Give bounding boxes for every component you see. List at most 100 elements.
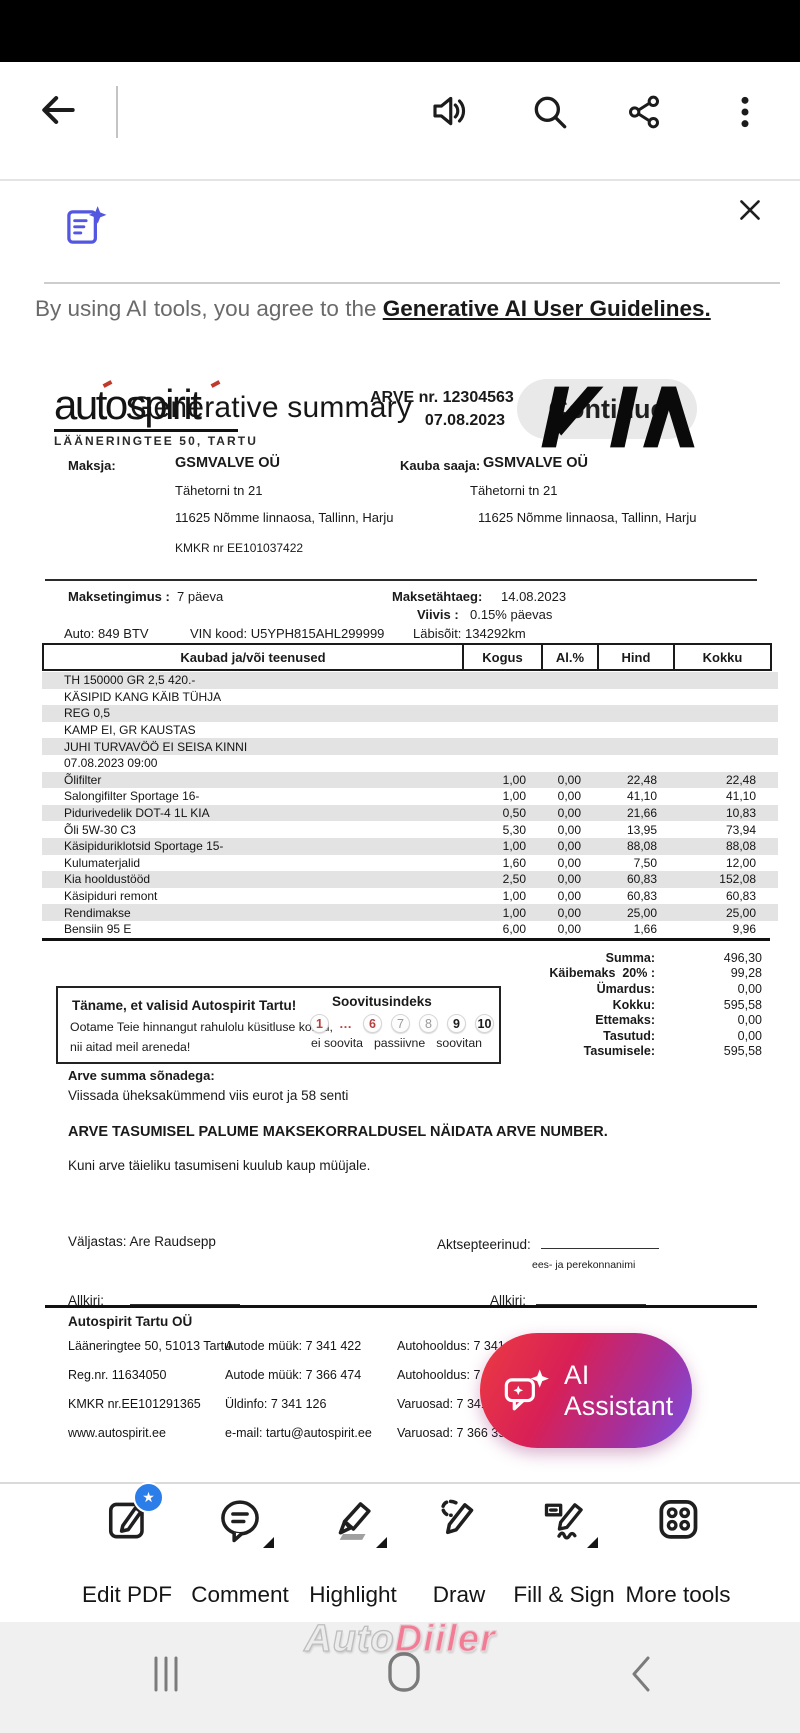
column-header-price: Hind xyxy=(597,645,673,669)
accepted-hint: ees- ja perekonnanimi xyxy=(532,1259,636,1271)
thanks-line-1: Täname, et valisid Autospirit Tartu! xyxy=(72,998,297,1013)
home-icon[interactable] xyxy=(384,1652,424,1692)
amount-in-words-value: Viissada üheksakümmend viis eurot ja 58 … xyxy=(68,1088,349,1103)
summary-value: 595,58 xyxy=(723,997,762,1012)
item-price: 41,10 xyxy=(626,789,657,804)
caret-icon xyxy=(587,1537,598,1548)
signature-left-line xyxy=(130,1290,240,1305)
summary-value: 496,30 xyxy=(723,950,762,965)
item-price: 22,48 xyxy=(626,772,657,787)
brand-logo-rule xyxy=(54,429,238,432)
summary-row: Summa: 496,30 xyxy=(400,950,762,966)
tool-fill-sign[interactable]: Fill & Sign xyxy=(504,1494,624,1608)
item-description: JUHI TURVAVÖÖ EI SEISA KINNI xyxy=(64,739,248,754)
table-row: Rendimakse 1,00 0,00 25,00 25,00 xyxy=(42,904,778,921)
scale-value: 9 xyxy=(447,1014,466,1033)
tool-edit-pdf[interactable]: ★ Edit PDF xyxy=(67,1482,187,1608)
item-quantity: 2,50 xyxy=(502,872,526,887)
item-description: 07.08.2023 09:00 xyxy=(64,756,158,771)
table-row: TH 150000 GR 2,5 420.- xyxy=(42,672,778,689)
item-price: 88,08 xyxy=(626,839,657,854)
overflow-menu-icon[interactable] xyxy=(725,92,765,132)
table-row: Pidurivedelik DOT-4 1L KIA 0,50 0,00 21,… xyxy=(42,804,778,822)
footer-line: Üldinfo: 7 341 126 xyxy=(225,1397,327,1411)
footer-column-address: Lääneringtee 50, 51013 Tartu Reg.nr. 1163… xyxy=(68,1332,231,1448)
top-toolbar xyxy=(0,62,800,181)
tool-highlight[interactable]: Highlight xyxy=(293,1494,413,1608)
item-quantity: 1,00 xyxy=(502,889,526,904)
signature-left-label: Allkiri: xyxy=(68,1293,104,1308)
scale-captions: ei soovita passiivne soovitan xyxy=(311,1036,482,1050)
ownership-clause: Kuni arve täieliku tasumiseni kuulub kau… xyxy=(68,1158,371,1173)
invoice-number-label: ARVE nr. xyxy=(370,389,439,406)
feedback-box: Täname, et valisid Autospirit Tartu! Oot… xyxy=(56,986,501,1064)
payer-address-2: 11625 Nõmme linnaosa, Tallinn, Harju xyxy=(175,510,394,525)
search-icon[interactable] xyxy=(530,92,570,132)
mileage-info: Läbisõit: 134292km xyxy=(413,626,526,641)
item-tax: 0,00 xyxy=(557,855,581,870)
receiver-label: Kauba saaja: xyxy=(400,458,481,473)
scale-value: 1 xyxy=(310,1014,329,1033)
items-table-header: Kaubad ja/või teenused Kogus Al.% Hind K… xyxy=(42,643,772,671)
summary-row: Kokku: 595,58 xyxy=(400,997,762,1013)
table-row: REG 0,5 xyxy=(42,705,778,722)
signature-right-label: Allkiri: xyxy=(490,1293,526,1308)
item-price: 25,00 xyxy=(626,905,657,920)
tool-label: Edit PDF xyxy=(81,1582,173,1607)
summary-row: Ettemaks: 0,00 xyxy=(400,1012,762,1028)
recents-icon[interactable] xyxy=(146,1654,186,1694)
close-icon[interactable] xyxy=(735,195,765,225)
item-tax: 0,00 xyxy=(557,922,581,937)
payer-vat: KMKR nr EE101037422 xyxy=(175,541,304,555)
scale-value: 10 xyxy=(475,1014,494,1033)
tool-label: Comment xyxy=(191,1582,289,1607)
table-row: Õlifilter 1,00 0,00 22,48 22,48 xyxy=(42,771,778,789)
payment-terms-label: Maksetingimus : xyxy=(68,589,170,604)
recommendation-index-title: Soovitusindeks xyxy=(332,994,432,1009)
guidelines-link[interactable]: Generative AI User Guidelines. xyxy=(382,296,711,321)
footer-column-sales: Autode müük: 7 341 422 Autode müük: 7 366… xyxy=(225,1332,372,1448)
fill-sign-icon xyxy=(539,1494,598,1548)
item-tax: 0,00 xyxy=(557,772,581,787)
item-description: Salongifilter Sportage 16- xyxy=(64,789,200,804)
column-header-description: Kaubad ja/või teenused xyxy=(180,649,326,665)
item-total: 73,94 xyxy=(725,822,756,837)
item-price: 60,83 xyxy=(626,872,657,887)
ai-assistant-button[interactable]: AI Assistant xyxy=(480,1333,692,1448)
footer-rule xyxy=(45,1305,757,1308)
car-info: Auto: 849 BTV xyxy=(64,626,149,641)
read-aloud-icon[interactable] xyxy=(428,90,470,132)
back-icon[interactable] xyxy=(36,88,80,132)
back-nav-icon[interactable] xyxy=(622,1654,662,1694)
footer-line: Autode müük: 7 341 422 xyxy=(225,1339,362,1353)
footer-company: Autospirit Tartu OÜ xyxy=(68,1314,193,1329)
table-row: JUHI TURVAVÖÖ EI SEISA KINNI xyxy=(42,738,778,755)
summary-row: Ümardus: 0,00 xyxy=(400,981,762,997)
item-tax: 0,00 xyxy=(557,806,581,821)
table-row: KAMP EI, GR KAUSTAS xyxy=(42,722,778,739)
column-header-total: Kokku xyxy=(673,645,770,669)
accepted-signature-line xyxy=(540,1234,659,1249)
brand-logo-accent xyxy=(210,380,221,388)
item-quantity: 6,00 xyxy=(502,922,526,937)
summary-value: 0,00 xyxy=(737,1013,762,1028)
thanks-line-2: Ootame Teie hinnangut rahulolu küsitluse… xyxy=(70,1020,333,1034)
ai-assistant-icon xyxy=(500,1368,554,1414)
item-description: Käsipiduri remont xyxy=(64,889,158,904)
share-icon[interactable] xyxy=(624,92,664,132)
tool-draw[interactable]: Draw xyxy=(399,1494,519,1608)
summary-row: Tasutud: 0,00 xyxy=(400,1028,762,1044)
tool-comment[interactable]: Comment xyxy=(180,1494,300,1608)
item-description: Õlifilter xyxy=(64,772,102,787)
edit-pdf-icon: ★ xyxy=(102,1482,164,1544)
item-description: KAMP EI, GR KAUSTAS xyxy=(64,723,196,738)
table-row: Käsipiduri remont 1,00 0,00 60,83 60,83 xyxy=(42,888,778,905)
tool-label: More tools xyxy=(625,1582,731,1607)
banner-divider xyxy=(44,282,780,284)
tool-more-tools[interactable]: More tools xyxy=(618,1494,738,1608)
brand-logo: autospirit xyxy=(54,381,202,428)
item-description: Käsipiduriklotsid Sportage 15- xyxy=(64,839,224,854)
watermark-part-1: Auto xyxy=(304,1617,395,1660)
item-tax: 0,00 xyxy=(557,889,581,904)
summary-value: 0,00 xyxy=(737,981,762,996)
